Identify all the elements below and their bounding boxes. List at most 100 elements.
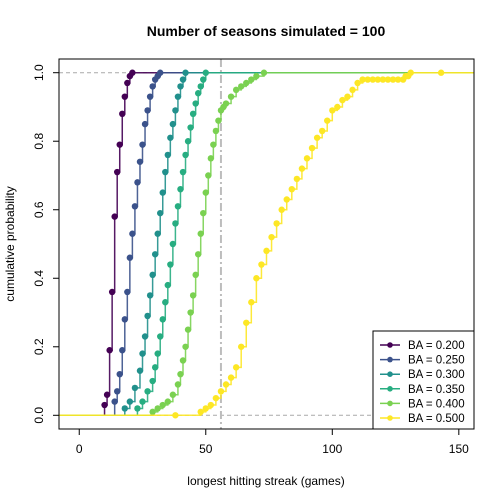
data-point — [159, 401, 166, 409]
chart-title: Number of seasons simulated = 100 — [147, 23, 386, 39]
legend-label: BA = 0.350 — [408, 384, 465, 396]
data-point — [437, 69, 445, 76]
series-5 — [59, 69, 474, 417]
data-point — [303, 155, 311, 162]
data-point — [407, 69, 414, 76]
data-point — [154, 230, 161, 237]
data-point — [154, 405, 161, 412]
data-point — [243, 79, 250, 87]
data-point — [354, 79, 361, 87]
legend-swatch-marker — [387, 356, 393, 363]
data-point — [222, 100, 230, 107]
data-point — [154, 350, 161, 357]
data-point — [344, 93, 351, 100]
data-point — [318, 127, 326, 135]
data-point — [334, 103, 341, 111]
y-axis-label: cumulative probability — [3, 186, 17, 301]
y-tick-label: 0.2 — [32, 338, 46, 355]
legend-swatch-marker — [387, 400, 393, 407]
data-point — [149, 377, 156, 385]
data-point — [212, 394, 220, 402]
data-point — [227, 93, 235, 100]
data-point — [167, 134, 174, 141]
data-point — [164, 151, 172, 159]
series-layer — [59, 69, 474, 419]
data-point — [126, 398, 134, 405]
legend-item: BA = 0.400 — [380, 398, 465, 410]
legend-swatch-marker — [387, 386, 393, 392]
data-point — [136, 158, 144, 165]
data-point — [202, 69, 209, 76]
legend-label: BA = 0.200 — [408, 340, 465, 352]
data-point — [273, 220, 280, 227]
data-point — [116, 141, 123, 148]
data-point — [324, 117, 331, 124]
legend-swatch-marker — [387, 342, 393, 348]
legend-swatch-marker — [387, 415, 393, 421]
data-point — [141, 120, 149, 128]
data-point — [141, 333, 149, 340]
data-point — [189, 110, 197, 118]
data-point — [119, 110, 126, 118]
data-point — [215, 117, 222, 124]
data-point — [187, 309, 194, 316]
data-point — [126, 254, 134, 261]
data-point — [389, 76, 397, 83]
x-tick-label: 50 — [199, 442, 213, 456]
data-point — [268, 233, 275, 241]
data-point — [184, 138, 192, 145]
data-point — [182, 151, 189, 159]
data-point — [349, 86, 356, 94]
data-point — [177, 185, 184, 193]
data-point — [103, 391, 111, 398]
data-point — [237, 343, 245, 350]
data-point — [283, 196, 290, 203]
data-point — [146, 292, 154, 299]
data-point — [197, 83, 204, 90]
data-point — [172, 412, 179, 419]
data-point — [217, 388, 225, 395]
data-point — [134, 179, 141, 186]
series-1 — [59, 69, 474, 417]
data-point — [169, 391, 177, 398]
data-point — [374, 76, 382, 83]
data-point — [108, 288, 116, 296]
y-tick-label: 0.0 — [32, 407, 46, 424]
data-point — [308, 144, 316, 152]
data-point — [222, 381, 230, 388]
legend-label: BA = 0.500 — [408, 413, 465, 425]
data-point — [164, 398, 172, 405]
data-point — [124, 79, 131, 87]
data-point — [189, 292, 197, 299]
data-point — [202, 405, 209, 412]
data-point — [114, 168, 121, 176]
data-point — [293, 175, 301, 183]
x-tick-label: 150 — [449, 442, 469, 456]
data-point — [121, 93, 128, 100]
data-point — [200, 209, 207, 217]
series-2 — [59, 69, 474, 417]
data-point — [134, 405, 141, 412]
data-point — [149, 271, 156, 279]
data-point — [121, 316, 128, 323]
data-point — [169, 240, 177, 248]
data-point — [192, 271, 199, 279]
data-point — [179, 168, 187, 176]
data-point — [232, 364, 240, 371]
data-point — [129, 230, 136, 237]
data-point — [164, 281, 172, 289]
data-point — [207, 155, 215, 162]
data-point — [379, 76, 387, 83]
y-tick-label: 0.8 — [32, 133, 46, 150]
axes: 0 50 100 150 0.0 0.2 0.4 0.6 0.8 1.0 — [32, 58, 475, 456]
data-point — [139, 350, 146, 357]
data-point — [177, 83, 184, 90]
data-point — [144, 388, 151, 395]
data-point — [131, 384, 139, 392]
data-point — [253, 275, 260, 282]
data-point — [179, 357, 187, 364]
data-point — [187, 124, 194, 131]
legend-swatch-marker — [387, 371, 393, 378]
data-point — [172, 220, 179, 227]
data-point — [174, 93, 182, 100]
